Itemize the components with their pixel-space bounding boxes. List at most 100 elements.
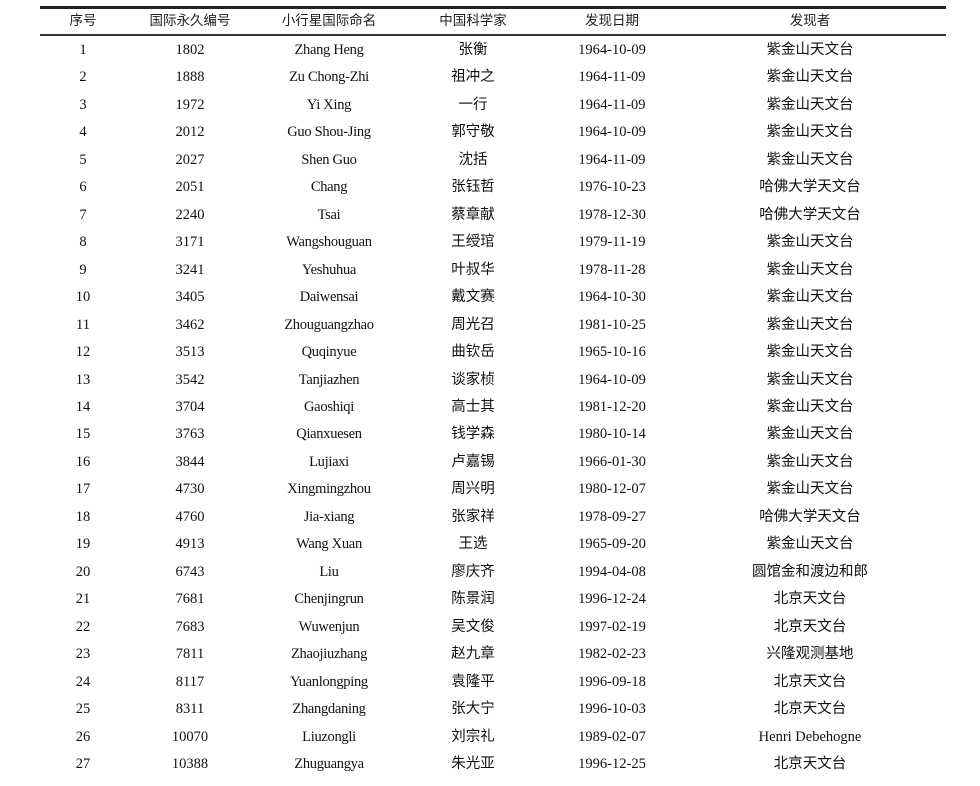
cell-asteroid-name: Zhaojiuzhang: [290, 646, 368, 663]
cell-index: 21: [75, 591, 91, 608]
cell-index: 1: [79, 42, 87, 58]
cell-number: 10388: [171, 755, 209, 772]
table-top-rule: [40, 6, 946, 9]
cell-date: 1976-10-23: [578, 179, 646, 196]
cell-index: 15: [75, 426, 91, 443]
cell-asteroid-name: Daiwensai: [299, 289, 359, 306]
cell-number: 7681: [175, 591, 205, 608]
header-index: 序号: [69, 13, 97, 28]
cell-asteroid-name: Zhang Heng: [294, 42, 364, 58]
cell-asteroid-name: Wang Xuan: [296, 536, 362, 553]
cell-discoverer: 紫金山天文台: [766, 151, 854, 168]
cell-scientist: 祖冲之: [451, 69, 495, 86]
cell-index: 27: [75, 755, 91, 772]
cell-asteroid-name: Liuzongli: [302, 728, 356, 745]
table-row: 16 3844 Lujiaxi 卢嘉锡 1966-01-30 紫金山天文台: [0, 452, 980, 472]
cell-number: 3763: [175, 426, 205, 443]
cell-index: 3: [79, 96, 87, 113]
cell-scientist: 周兴明: [451, 481, 495, 498]
table-row: 6 2051 Chang 张钰哲 1976-10-23 哈佛大学天文台: [0, 177, 980, 197]
table-row: 9 3241 Yeshuhua 叶叔华 1978-11-28 紫金山天文台: [0, 260, 980, 280]
cell-index: 24: [75, 673, 91, 690]
cell-index: 20: [75, 563, 91, 580]
cell-index: 16: [75, 453, 91, 470]
cell-scientist: 张大宁: [451, 701, 495, 718]
cell-index: 4: [79, 124, 87, 141]
cell-number: 2012: [175, 124, 205, 141]
cell-scientist: 朱光亚: [451, 755, 495, 772]
cell-asteroid-name: Lujiaxi: [309, 453, 349, 470]
cell-asteroid-name: Chang: [310, 179, 348, 196]
cell-index: 14: [75, 398, 91, 415]
cell-date: 1964-11-09: [578, 151, 646, 168]
cell-index: 26: [75, 728, 91, 745]
cell-index: 5: [79, 151, 87, 168]
cell-discoverer: 紫金山天文台: [766, 234, 854, 251]
cell-index: 13: [75, 371, 91, 388]
cell-scientist: 赵九章: [451, 646, 495, 663]
table-row: 24 8117 Yuanlongping 袁隆平 1996-09-18 北京天文台: [0, 672, 980, 692]
cell-index: 23: [75, 646, 91, 663]
table-row: 25 8311 Zhangdaning 张大宁 1996-10-03 北京天文台: [0, 699, 980, 719]
cell-discoverer: 紫金山天文台: [766, 426, 854, 443]
cell-date: 1964-10-30: [578, 289, 646, 306]
cell-scientist: 袁隆平: [451, 673, 495, 690]
header-date: 发现日期: [585, 13, 639, 28]
cell-date: 1997-02-19: [578, 618, 646, 635]
cell-asteroid-name: Guo Shou-Jing: [287, 124, 371, 141]
cell-date: 1980-12-07: [578, 481, 646, 498]
cell-number: 3405: [175, 289, 205, 306]
cell-number: 8117: [175, 673, 205, 690]
cell-discoverer: 紫金山天文台: [766, 536, 854, 553]
table-row: 4 2012 Guo Shou-Jing 郭守敬 1964-10-09 紫金山天文台: [0, 122, 980, 142]
cell-scientist: 刘宗礼: [451, 728, 495, 745]
cell-scientist: 张钰哲: [451, 179, 495, 196]
cell-discoverer: 北京天文台: [773, 591, 847, 608]
cell-asteroid-name: Quqinyue: [301, 344, 357, 361]
cell-discoverer: 哈佛大学天文台: [759, 508, 861, 525]
cell-index: 11: [76, 316, 90, 333]
table-row: 1 1802 Zhang Heng 张衡 1964-10-09 紫金山天文台: [0, 40, 980, 60]
cell-number: 4760: [175, 508, 205, 525]
cell-discoverer: 紫金山天文台: [766, 261, 854, 278]
table-row: 8 3171 Wangshouguan 王绶琯 1979-11-19 紫金山天文台: [0, 232, 980, 252]
cell-discoverer: 紫金山天文台: [766, 96, 854, 113]
cell-discoverer: 北京天文台: [773, 618, 847, 635]
cell-date: 1981-10-25: [578, 316, 646, 333]
cell-scientist: 陈景润: [451, 591, 495, 608]
cell-scientist: 一行: [458, 96, 488, 113]
cell-date: 1966-01-30: [578, 453, 646, 470]
cell-discoverer: 紫金山天文台: [766, 316, 854, 333]
cell-scientist: 钱学森: [451, 426, 495, 443]
cell-index: 8: [79, 234, 87, 251]
cell-number: 3542: [175, 371, 205, 388]
cell-date: 1981-12-20: [578, 398, 646, 415]
cell-discoverer: 紫金山天文台: [766, 344, 854, 361]
cell-asteroid-name: Zhuguangya: [294, 755, 364, 772]
cell-number: 2027: [175, 151, 205, 168]
cell-number: 3241: [175, 261, 205, 278]
cell-discoverer: 紫金山天文台: [766, 481, 854, 498]
cell-scientist: 郭守敬: [451, 124, 495, 141]
cell-date: 1996-12-25: [578, 755, 646, 772]
table-row: 3 1972 Yi Xing 一行 1964-11-09 紫金山天文台: [0, 95, 980, 115]
header-asteroid-name: 小行星国际命名: [281, 13, 377, 28]
cell-number: 10070: [171, 728, 209, 745]
cell-scientist: 谈家桢: [451, 371, 495, 388]
cell-scientist: 张家祥: [451, 508, 495, 525]
cell-date: 1965-10-16: [578, 344, 646, 361]
cell-date: 1965-09-20: [578, 536, 646, 553]
cell-asteroid-name: Yuanlongping: [290, 673, 368, 690]
cell-scientist: 周光召: [451, 316, 495, 333]
cell-date: 1980-10-14: [578, 426, 646, 443]
cell-asteroid-name: Xingmingzhou: [287, 481, 371, 498]
cell-index: 7: [79, 206, 87, 223]
cell-discoverer: Henri Debehogne: [758, 728, 862, 745]
cell-date: 1996-10-03: [578, 701, 646, 718]
cell-number: 4730: [175, 481, 205, 498]
cell-scientist: 卢嘉锡: [451, 453, 495, 470]
table-row: 5 2027 Shen Guo 沈括 1964-11-09 紫金山天文台: [0, 150, 980, 170]
header-scientist: 中国科学家: [439, 13, 507, 28]
table-row: 18 4760 Jia-xiang 张家祥 1978-09-27 哈佛大学天文台: [0, 507, 980, 527]
cell-discoverer: 北京天文台: [773, 755, 847, 772]
